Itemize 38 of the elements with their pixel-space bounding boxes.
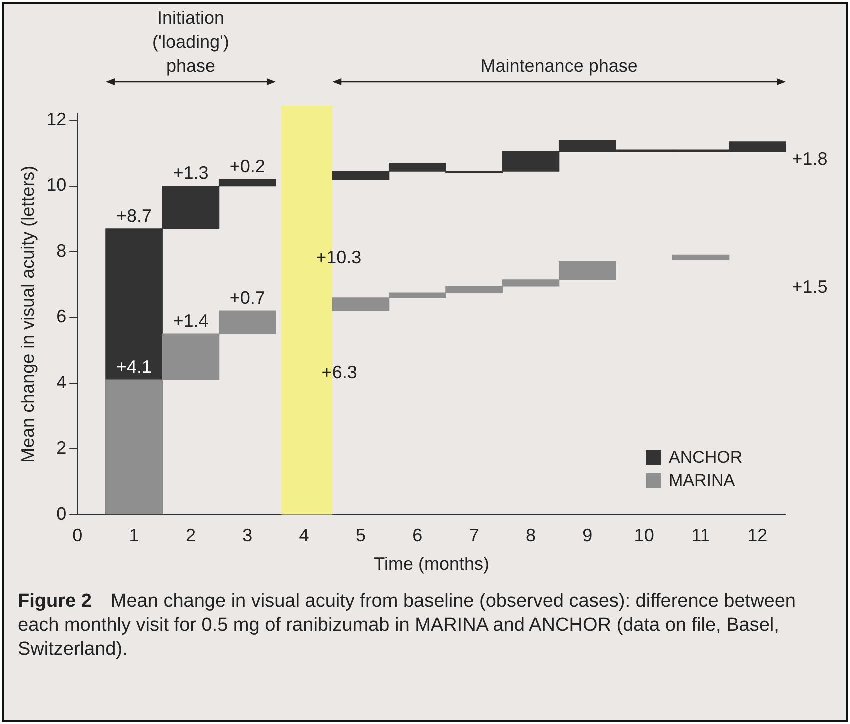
x-axis-title: Time (months) <box>374 554 490 574</box>
data-label: +8.7 <box>116 206 152 226</box>
data-label: +0.7 <box>230 288 266 308</box>
legend-label: MARINA <box>669 470 736 491</box>
x-tick-label: 4 <box>299 526 310 546</box>
x-tick-label: 10 <box>634 526 654 546</box>
y-axis-title: Mean change in visual acuity (letters) <box>18 166 38 463</box>
x-tick-label: 9 <box>582 526 593 546</box>
annotation: +6.3 <box>322 362 358 383</box>
text: Initiation ('loading') phase <box>152 8 230 76</box>
y-tick-label: 10 <box>46 175 67 196</box>
x-tick-label: 6 <box>412 526 423 546</box>
y-tick-label: 12 <box>46 110 67 130</box>
x-tick-label: 12 <box>748 526 768 546</box>
y-tick-label: 6 <box>56 306 67 327</box>
y-tick-label: 0 <box>56 504 67 524</box>
x-tick-label: 5 <box>356 526 366 546</box>
y-tick-label: 2 <box>56 438 67 458</box>
text: +1.5 <box>792 277 828 298</box>
text: Figure 2 Mean change in visual acuity from baseline (observed cases): difference between each monthly visit for 0.5 mg of ranibizumab in MARINA and ANCHOR (data on file, Basel, Switzerland). <box>18 590 797 662</box>
data-label: +1.3 <box>173 163 209 184</box>
legend-label: ANCHOR <box>669 448 743 468</box>
y-tick-label: 4 <box>56 372 67 392</box>
annotation: +10.3 <box>316 248 362 268</box>
data-label: +4.1 <box>116 357 152 378</box>
x-tick-label: 8 <box>526 526 536 546</box>
x-tick-label: 1 <box>129 526 140 546</box>
x-tick-label: 7 <box>469 526 480 546</box>
x-tick-label: 0 <box>72 526 83 546</box>
y-tick-label: 8 <box>56 240 67 261</box>
text: +1.8 <box>792 148 828 169</box>
data-label: +0.2 <box>230 156 266 177</box>
bar <box>672 254 730 261</box>
data-label: +1.4 <box>173 311 209 332</box>
x-tick-label: 3 <box>242 526 253 546</box>
x-tick-label: 11 <box>692 526 710 546</box>
x-tick-label: 2 <box>186 526 196 546</box>
text: Maintenance phase <box>480 56 638 76</box>
